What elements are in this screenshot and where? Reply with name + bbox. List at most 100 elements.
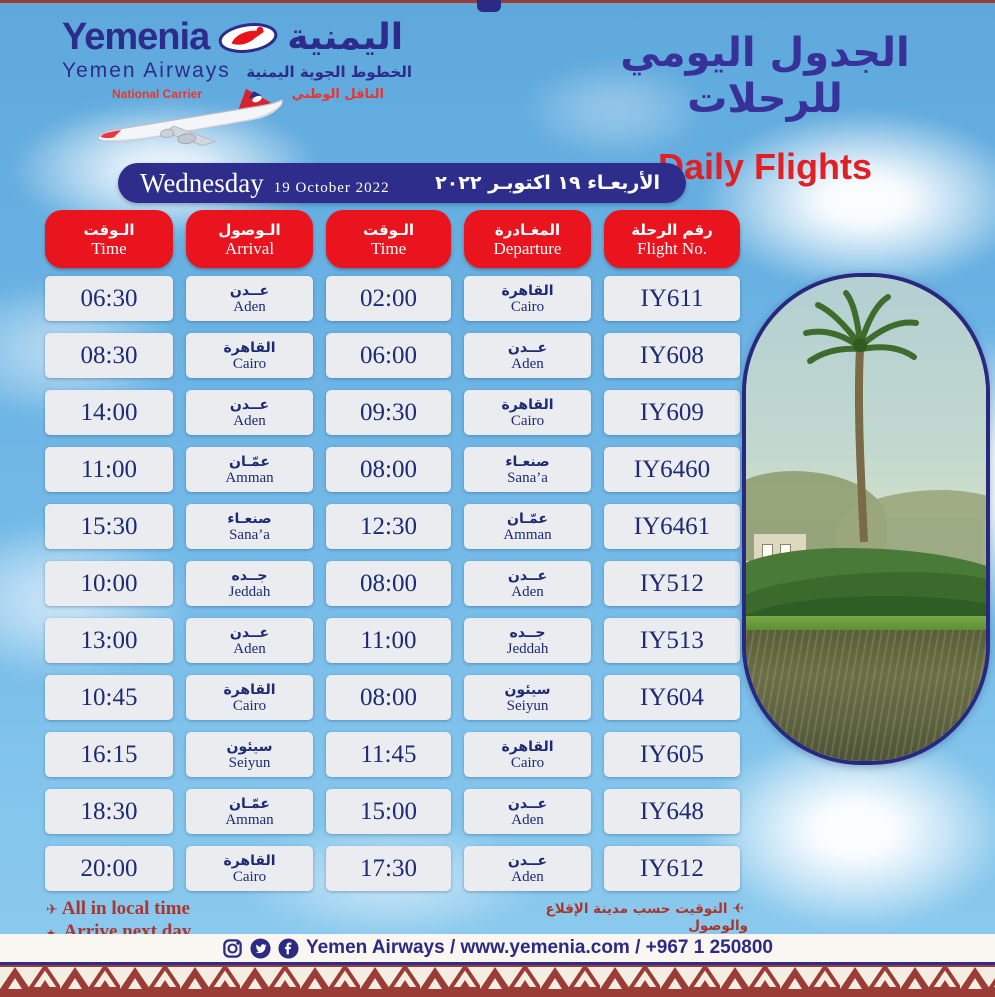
table-row: 15:30 صنعـاء Sana’a 12:30 عمّـان Amman I… xyxy=(45,504,740,549)
header-arrival-time-ar: الـوقت xyxy=(83,220,135,239)
departure-city-cell: القاهرة Cairo xyxy=(464,276,591,321)
flight-no-value: IY612 xyxy=(640,854,704,882)
arrival-city-en: Cairo xyxy=(232,355,267,372)
departure-time-cell: 02:00 xyxy=(326,276,451,321)
arrival-city-en: Aden xyxy=(233,640,266,657)
flight-no-cell: IY605 xyxy=(604,732,740,777)
table-row: 14:00 عــدن Aden 09:30 القاهرة Cairo IY6… xyxy=(45,390,740,435)
brand-subtitle-en: Yemen Airways xyxy=(62,59,231,82)
date-day: Wednesday xyxy=(140,167,264,198)
departure-city-en: Seiyun xyxy=(506,697,549,714)
arrival-city-ar: القاهرة xyxy=(223,852,276,869)
flight-no-value: IY609 xyxy=(640,398,704,426)
arrival-time-cell: 16:15 xyxy=(45,732,173,777)
flight-no-cell: IY6460 xyxy=(604,447,740,492)
arrival-city-en: Cairo xyxy=(232,697,267,714)
departure-time-value: 08:00 xyxy=(360,455,417,483)
flight-no-value: IY608 xyxy=(640,341,704,369)
departure-time-cell: 11:00 xyxy=(326,618,451,663)
header-flight-no: رقم الرحلة Flight No. xyxy=(604,210,740,268)
departure-city-cell: عمّـان Amman xyxy=(464,504,591,549)
arrival-time-cell: 06:30 xyxy=(45,276,173,321)
arrival-time-value: 20:00 xyxy=(80,854,138,882)
departure-city-ar: القاهرة xyxy=(501,396,554,413)
arrival-city-cell: عــدن Aden xyxy=(186,390,313,435)
departure-time-cell: 11:45 xyxy=(326,732,451,777)
departure-time-value: 11:45 xyxy=(360,740,417,768)
departure-time-value: 09:30 xyxy=(360,398,417,426)
flights-rows: 06:30 عــدن Aden 02:00 القاهرة Cairo IY6… xyxy=(45,276,740,891)
palm-tree xyxy=(803,290,919,543)
arrival-time-value: 16:15 xyxy=(80,740,138,768)
arrival-time-cell: 13:00 xyxy=(45,618,173,663)
arrival-time-value: 08:30 xyxy=(80,341,138,369)
flight-no-cell: IY6461 xyxy=(604,504,740,549)
departure-time-cell: 09:30 xyxy=(326,390,451,435)
departure-city-ar: القاهرة xyxy=(501,738,554,755)
arrival-time-value: 13:00 xyxy=(80,626,138,654)
flight-no-value: IY6461 xyxy=(633,512,711,540)
arrival-city-en: Aden xyxy=(233,412,266,429)
date-arabic: الأربعـاء ١٩ اكتوبـر ٢٠٢٢ xyxy=(435,172,660,194)
header-arrival-time: الـوقت Time xyxy=(45,210,173,268)
instagram-icon xyxy=(223,938,242,958)
table-row: 06:30 عــدن Aden 02:00 القاهرة Cairo IY6… xyxy=(45,276,740,321)
table-row: 13:00 عــدن Aden 11:00 جــده Jeddah IY51… xyxy=(45,618,740,663)
table-row: 10:45 القاهرة Cairo 08:00 سيئون Seiyun I… xyxy=(45,675,740,720)
departure-city-en: Cairo xyxy=(510,412,545,429)
table-row: 16:15 سيئون Seiyun 11:45 القاهرة Cairo I… xyxy=(45,732,740,777)
arrival-city-cell: عمّـان Amman xyxy=(186,447,313,492)
arrival-city-ar: عمّـان xyxy=(229,453,270,470)
arrival-city-en: Amman xyxy=(225,811,274,828)
arrival-city-ar: جــده xyxy=(231,567,268,584)
arrival-time-value: 06:30 xyxy=(80,284,138,312)
date-banner: Wednesday 19 October 2022 الأربعـاء ١٩ ا… xyxy=(118,163,686,203)
departure-time-value: 08:00 xyxy=(360,683,417,711)
departure-city-en: Aden xyxy=(511,583,544,600)
arrival-city-cell: القاهرة Cairo xyxy=(186,846,313,891)
twitter-icon xyxy=(250,937,271,959)
header-arrival-en: Arrival xyxy=(224,238,275,258)
footer: Yemen Airways / www.yemenia.com / +967 1… xyxy=(0,934,995,962)
arrival-time-cell: 10:45 xyxy=(45,675,173,720)
departure-time-value: 17:30 xyxy=(360,854,417,882)
flight-no-cell: IY611 xyxy=(604,276,740,321)
brand-logo-block: Yemenia اليمنية Yemen Airways الخطوط الج… xyxy=(62,16,412,102)
brand-name-en: Yemenia xyxy=(62,16,210,58)
departure-city-cell: القاهرة Cairo xyxy=(464,732,591,777)
arrival-time-value: 10:45 xyxy=(80,683,138,711)
brand-subtitle-ar: الخطوط الجوية اليمنية xyxy=(246,63,412,81)
header-departure-time-ar: الـوقت xyxy=(362,220,414,239)
national-carrier-ar: الناقل الوطني xyxy=(291,87,384,102)
arrival-time-value: 14:00 xyxy=(80,398,138,426)
flight-no-value: IY604 xyxy=(640,683,704,711)
arrival-city-cell: القاهرة Cairo xyxy=(186,675,313,720)
header-departure-time: الـوقت Time xyxy=(326,210,451,268)
footer-navy-rule xyxy=(0,962,995,965)
departure-time-cell: 08:00 xyxy=(326,561,451,606)
page-title-en: Daily Flights xyxy=(657,146,873,187)
flight-no-cell: IY608 xyxy=(604,333,740,378)
departure-city-cell: عــدن Aden xyxy=(464,789,591,834)
departure-city-cell: عــدن Aden xyxy=(464,846,591,891)
departure-city-ar: عمّـان xyxy=(507,510,548,527)
page-title-ar: الجدول اليومي للرحلات xyxy=(620,30,910,122)
date-rest: 19 October 2022 xyxy=(273,179,390,196)
departure-city-ar: سيئون xyxy=(504,681,551,698)
arrival-city-ar: عــدن xyxy=(229,624,270,641)
arrival-city-en: Jeddah xyxy=(228,583,271,600)
table-row: 10:00 جــده Jeddah 08:00 عــدن Aden IY51… xyxy=(45,561,740,606)
header-flight-no-en: Flight No. xyxy=(637,238,707,258)
departure-time-cell: 17:30 xyxy=(326,846,451,891)
photo-water-ripples xyxy=(746,630,986,761)
flight-no-cell: IY609 xyxy=(604,390,740,435)
flight-no-cell: IY648 xyxy=(604,789,740,834)
departure-time-value: 02:00 xyxy=(360,284,417,312)
photo-water xyxy=(746,630,986,761)
arrival-city-ar: عمّـان xyxy=(229,795,270,812)
arrival-time-cell: 14:00 xyxy=(45,390,173,435)
header-departure-time-en: Time xyxy=(370,238,407,258)
arrival-time-value: 15:30 xyxy=(80,512,138,540)
plane-icon: ✈ xyxy=(46,902,58,918)
flight-no-cell: IY612 xyxy=(604,846,740,891)
